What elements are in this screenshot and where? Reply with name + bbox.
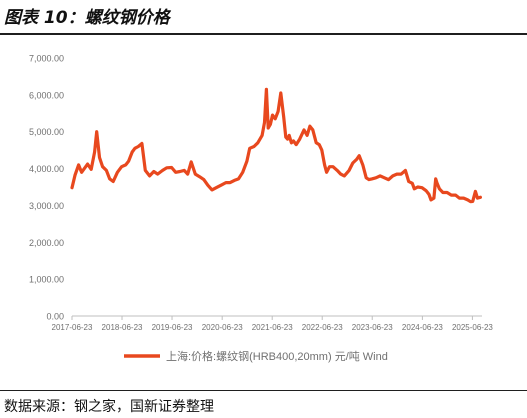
legend-label: 上海:价格:螺纹钢(HRB400,20mm) 元/吨 Wind — [166, 349, 388, 363]
x-tick-label: 2018-06-23 — [102, 323, 143, 332]
y-tick-label: 7,000.00 — [29, 54, 64, 64]
x-tick-label: 2021-06-23 — [252, 323, 293, 332]
footer-divider — [0, 390, 527, 391]
y-tick-label: 5,000.00 — [29, 127, 64, 137]
x-tick-label: 2025-06-23 — [452, 323, 493, 332]
y-tick-label: 1,000.00 — [29, 275, 64, 285]
price-series-line — [70, 87, 482, 204]
data-source: 数据来源：钢之家，国新证券整理 — [4, 399, 214, 415]
figure-title: 图表 10：螺纹钢价格 — [4, 8, 170, 28]
x-tick-label: 2024-06-23 — [402, 323, 443, 332]
legend: 上海:价格:螺纹钢(HRB400,20mm) 元/吨 Wind — [124, 349, 388, 363]
title-divider — [0, 33, 527, 35]
x-tick-label: 2022-06-23 — [302, 323, 343, 332]
chart-area: 0.00 1,000.00 2,000.00 3,000.00 4,000.00 5,00… — [0, 36, 527, 388]
x-tick-label: 2023-06-23 — [352, 323, 393, 332]
y-tick-label: 4,000.00 — [29, 164, 64, 174]
x-tick-label: 2019-06-23 — [152, 323, 193, 332]
line-chart: 0.00 1,000.00 2,000.00 3,000.00 4,000.00 5,00… — [29, 54, 493, 364]
y-tick-label: 2,000.00 — [29, 238, 64, 248]
y-tick-label: 6,000.00 — [29, 90, 64, 100]
y-axis-ticks: 0.00 1,000.00 2,000.00 3,000.00 4,000.00 5,00… — [29, 54, 64, 322]
y-tick-label: 3,000.00 — [29, 201, 64, 211]
x-tick-label: 2017-06-23 — [52, 323, 93, 332]
x-tick-label: 2020-06-23 — [202, 323, 243, 332]
y-tick-label: 0.00 — [46, 312, 64, 322]
x-axis-ticks: 2017-06-23 2018-06-23 2019-06-23 2020-06-23… — [52, 316, 493, 332]
